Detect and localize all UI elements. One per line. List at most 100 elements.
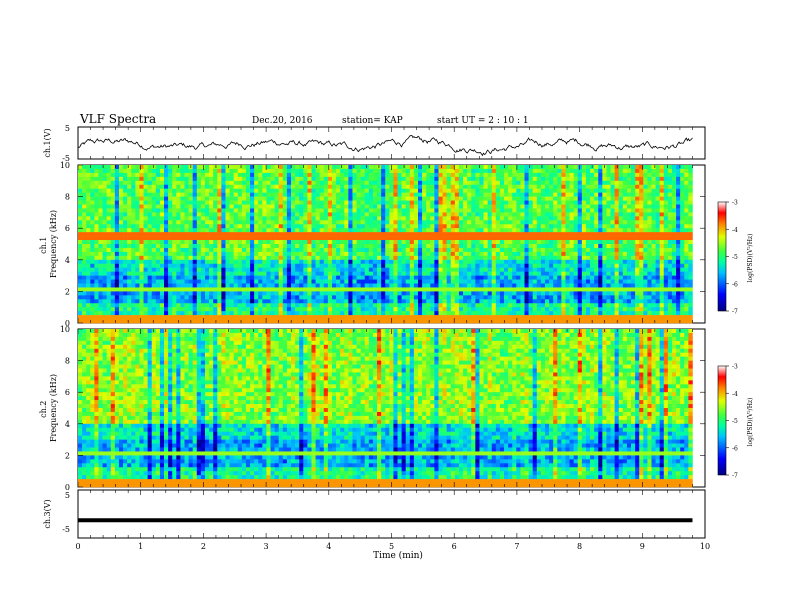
spectrogram-cell [467,212,472,217]
spectrogram-cell [344,267,349,272]
spectrogram-cell [331,204,337,209]
spectrogram-cell [352,311,357,316]
spectrogram-cell [528,192,533,197]
spectrogram-cell [487,212,493,217]
spectrogram-cell [94,267,99,272]
spectrogram-cell [565,176,570,182]
spectrogram-cell [544,319,550,324]
spectrogram-cell [172,263,177,268]
spectrogram-cell [331,180,337,186]
spectrogram-cell [204,295,210,300]
spectrogram-cell [491,247,497,253]
spectrogram-cell [422,295,427,300]
spectrogram-cell [418,295,423,300]
spectrogram-cell [372,204,378,209]
spectrogram-cell [258,247,263,253]
spectrogram-cell [422,224,427,229]
spectrogram-cell [336,311,341,316]
spectrogram-cell [188,192,193,197]
spectrogram-cell [516,208,521,213]
spectrogram-cell [250,176,255,182]
spectrogram-cell [131,303,136,308]
spectrogram-cell [200,299,206,304]
spectrogram-cell [196,291,202,296]
spectrogram-cell [254,165,259,170]
spectrogram-cell [364,247,370,253]
spectrogram-cell [307,299,312,304]
spectrogram-cell [82,283,87,288]
spectrogram-cell [348,184,353,189]
spectrogram-cell [401,259,407,265]
spectrogram-cell [147,299,153,304]
spectrogram-cell [364,303,370,308]
spectrogram-cell [327,184,333,189]
spectrogram-cell [471,228,476,233]
spectrogram-cell [348,165,353,170]
spectrogram-cell [143,184,148,189]
spectrogram-cell [413,228,419,233]
spectrogram-cell [254,220,259,225]
spectrogram-cell [405,224,411,229]
spectrogram-cell [139,247,144,253]
spectrogram-cell [438,295,443,300]
spectrogram-cell [438,165,443,170]
spectrogram-cell [368,188,374,193]
spectrogram-cell [102,307,107,312]
spectrogram-cell [147,188,153,193]
spectrogram-cell [504,263,509,268]
spectrogram-cell [315,287,320,292]
spectrogram-cell [241,271,247,276]
spectrogram-cell [241,172,247,178]
spectrogram-cell [397,212,402,217]
spectrogram-cell [110,224,116,229]
spectrogram-cell [118,228,124,233]
spectrogram-cell [352,279,357,284]
spectrogram-cell [352,165,357,170]
spectrogram-cell [123,315,128,320]
spectrogram-cell [532,267,538,272]
spectrogram-cell [82,196,87,201]
spectrogram-cell [377,232,382,237]
spectrogram-cell [164,240,169,245]
spectrogram-cell [340,212,345,217]
spectrogram-cell [245,196,251,201]
spectrogram-cell [225,255,230,261]
spectrogram-cell [401,267,407,272]
spectrogram-cell [467,279,472,284]
spectrogram-cell [454,184,460,189]
spectrogram-cell [381,220,386,225]
spectrogram-cell [233,295,239,300]
spectrogram-cell [266,291,271,296]
spectrogram-cell [499,208,505,213]
spectrogram-cell [340,184,345,189]
spectrogram-cell [278,184,284,189]
spectrogram-cell [479,176,484,182]
spectrogram-cell [188,251,193,257]
spectrogram-cell [356,188,361,193]
spectrogram-cell [291,247,296,253]
spectrogram-cell [168,224,173,229]
spectrogram-cell [418,255,423,261]
spectrogram-cell [344,212,349,217]
spectrogram-cell [540,188,546,193]
spectrogram-cell [237,228,243,233]
spectrogram-cell [532,236,538,241]
spectrogram-cell [82,188,87,193]
spectrogram-cell [540,216,546,221]
spectrogram-cell [458,259,464,265]
spectrogram-cell [299,232,304,237]
spectrogram-cell [315,267,320,272]
spectrogram-cell [348,279,353,284]
spectrogram-cell [499,259,505,265]
spectrogram-cell [454,212,460,217]
spectrogram-cell [516,255,521,261]
spectrogram-cell [336,224,341,229]
spectrogram-cell [139,220,144,225]
spectrogram-cell [282,168,288,174]
spectrogram-cell [213,311,218,316]
spectrogram-cell [266,303,271,308]
spectrogram-cell [368,236,374,241]
spectrogram-cell [360,275,366,280]
spectrogram-cell [536,247,542,253]
spectrogram-cell [393,236,398,241]
